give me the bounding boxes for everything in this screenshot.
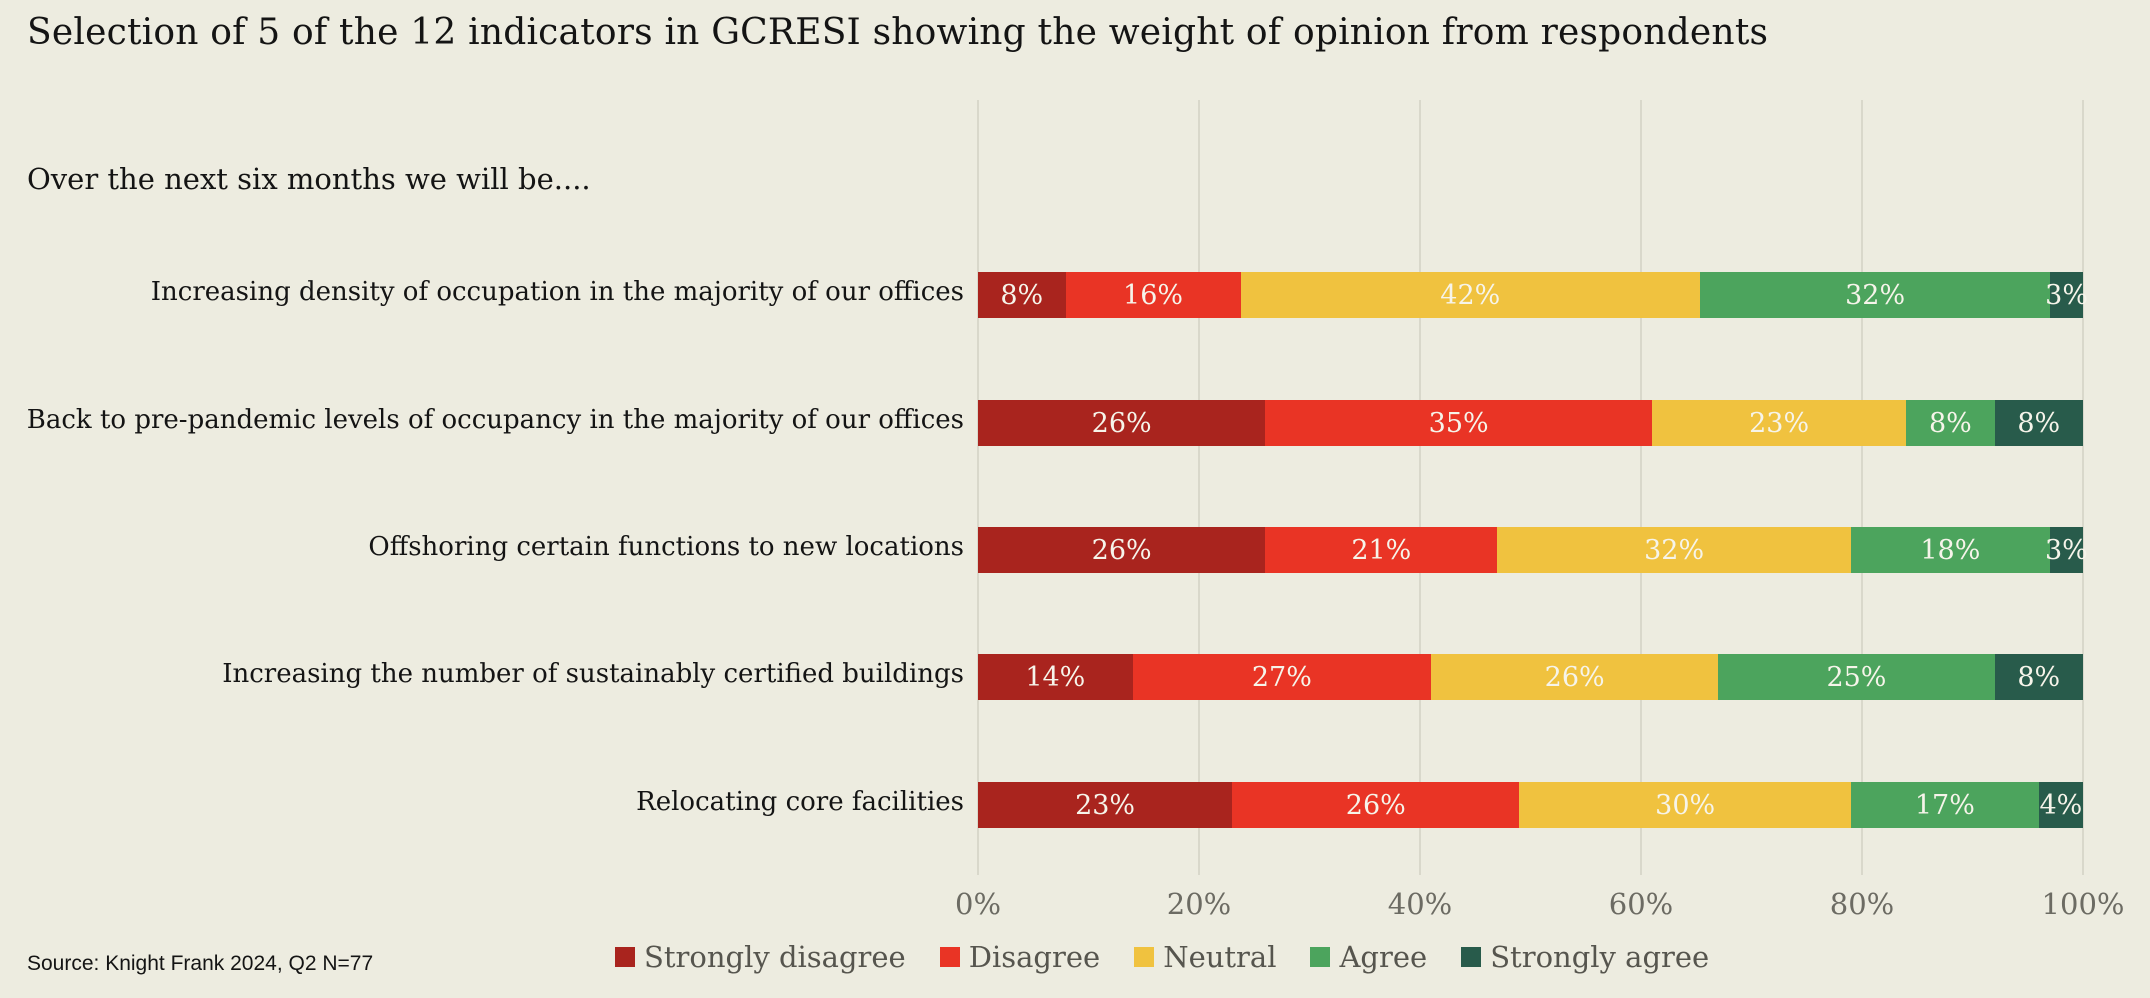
stacked-bar: 23% 26% 30% 17% 4% [978, 782, 2083, 828]
stacked-bar: 8% 16% 42% 32% 3% [978, 272, 2088, 318]
bar-segment-value: 26% [1345, 789, 1406, 821]
bar-segment-value: 32% [1845, 279, 1906, 311]
bar-segment-value: 16% [1123, 279, 1184, 311]
bar-segment-value: 21% [1351, 534, 1412, 566]
bar-segment-value: 35% [1428, 407, 1489, 439]
bar-segment-disagree: 26% [1232, 782, 1520, 828]
bar-segment-strongly-agree: 4% [2038, 782, 2083, 828]
bar-segment-value: 26% [1091, 534, 1152, 566]
bar-segment-value: 8% [1000, 279, 1044, 311]
legend-label: Strongly disagree [644, 940, 906, 974]
bar-segment-value: 30% [1655, 789, 1716, 821]
stacked-bar: 14% 27% 26% 25% 8% [978, 654, 2083, 700]
legend-swatch-icon [1134, 947, 1155, 967]
bar-segment-agree: 8% [1906, 400, 1995, 446]
bar-segment-value: 8% [2017, 661, 2061, 693]
category-label: Increasing density of occupation in the … [150, 277, 964, 307]
bar-segment-value: 25% [1826, 661, 1887, 693]
legend-label: Disagree [968, 940, 1101, 974]
bar-segment-neutral: 42% [1240, 272, 1701, 318]
bar-segment-value: 8% [2017, 407, 2061, 439]
gridline [1640, 100, 1642, 875]
legend: Strongly disagree Disagree Neutral Agree Str… [615, 940, 1709, 974]
plot-area: 8% 16% 42% 32% 3% 26% 35% 23% 8% 8% 26% 21% 32% 18% 3%… [955, 100, 2124, 921]
bar-segment-neutral: 30% [1519, 782, 1851, 828]
stacked-bar: 26% 35% 23% 8% 8% [978, 400, 2083, 446]
bar-segment-strongly-agree: 8% [1994, 400, 2083, 446]
legend-item-disagree: Disagree [939, 940, 1101, 974]
bar-segment-neutral: 26% [1431, 654, 1719, 700]
x-axis-tick: 100% [2041, 887, 2125, 921]
legend-swatch-icon [1461, 947, 1482, 967]
legend-item-strongly-disagree: Strongly disagree [615, 940, 906, 974]
bar-segment-disagree: 16% [1065, 272, 1241, 318]
bar-segment-strongly-agree: 3% [2045, 272, 2088, 318]
bar-segment-value: 8% [1928, 407, 1972, 439]
bar-segment-strongly-disagree: 26% [978, 400, 1266, 446]
chart-title: Selection of 5 of the 12 indicators in G… [27, 12, 1769, 53]
bar-segment-value: 14% [1025, 661, 1086, 693]
bar-segment-strongly-agree: 8% [1994, 654, 2083, 700]
legend-swatch-icon [939, 947, 960, 967]
bar-segment-disagree: 35% [1265, 400, 1653, 446]
gridline [2082, 100, 2084, 875]
legend-label: Strongly agree [1490, 940, 1710, 974]
bar-segment-disagree: 27% [1132, 654, 1432, 700]
bar-segment-strongly-disagree: 14% [978, 654, 1133, 700]
category-label: Increasing the number of sustainably cer… [222, 659, 964, 689]
category-label: Offshoring certain functions to new loca… [368, 532, 964, 562]
bar-segment-value: 3% [2045, 279, 2088, 311]
bar-segment-neutral: 23% [1652, 400, 1907, 446]
source-note: Source: Knight Frank 2024, Q2 N=77 [27, 952, 374, 975]
bar-segment-value: 26% [1544, 661, 1605, 693]
legend-swatch-icon [615, 947, 635, 967]
category-label: Relocating core facilities [636, 787, 964, 817]
gridline [1861, 100, 1863, 875]
bar-segment-strongly-disagree: 8% [978, 272, 1066, 318]
bar-segment-value: 27% [1251, 661, 1312, 693]
bar-segment-value: 3% [2044, 534, 2088, 566]
legend-item-agree: Agree [1310, 940, 1427, 974]
bar-segment-neutral: 32% [1497, 527, 1851, 573]
bar-segment-value: 17% [1914, 789, 1975, 821]
chart-subtitle: Over the next six months we will be.... [27, 162, 591, 196]
bar-segment-strongly-disagree: 26% [978, 527, 1266, 573]
x-axis-tick: 20% [1166, 887, 1232, 921]
bar-segment-strongly-agree: 3% [2045, 527, 2088, 573]
gridline [1419, 100, 1421, 875]
legend-item-neutral: Neutral [1134, 940, 1276, 974]
bar-segment-value: 26% [1091, 407, 1152, 439]
x-axis-tick: 40% [1387, 887, 1453, 921]
bar-segment-agree: 25% [1718, 654, 1995, 700]
legend-label: Agree [1339, 940, 1428, 974]
bar-segment-value: 18% [1920, 534, 1981, 566]
gridline [1198, 100, 1200, 875]
x-axis-tick: 60% [1608, 887, 1674, 921]
bar-segment-agree: 18% [1850, 527, 2050, 573]
x-axis-tick: 0% [954, 887, 1002, 921]
bar-segment-disagree: 21% [1265, 527, 1498, 573]
legend-label: Neutral [1163, 940, 1277, 974]
bar-segment-value: 42% [1440, 279, 1501, 311]
bar-segment-strongly-disagree: 23% [978, 782, 1233, 828]
bar-segment-value: 32% [1644, 534, 1705, 566]
bar-segment-value: 4% [2039, 789, 2083, 821]
bar-segment-agree: 32% [1700, 272, 2051, 318]
bar-segment-agree: 17% [1850, 782, 2039, 828]
gridline [977, 100, 979, 875]
legend-swatch-icon [1310, 947, 1331, 967]
category-label: Back to pre-pandemic levels of occupancy… [26, 405, 964, 435]
legend-item-strongly-agree: Strongly agree [1461, 940, 1709, 974]
bar-segment-value: 23% [1749, 407, 1810, 439]
stacked-bar: 26% 21% 32% 18% 3% [978, 527, 2088, 573]
x-axis-tick: 80% [1829, 887, 1895, 921]
bar-segment-value: 23% [1075, 789, 1136, 821]
